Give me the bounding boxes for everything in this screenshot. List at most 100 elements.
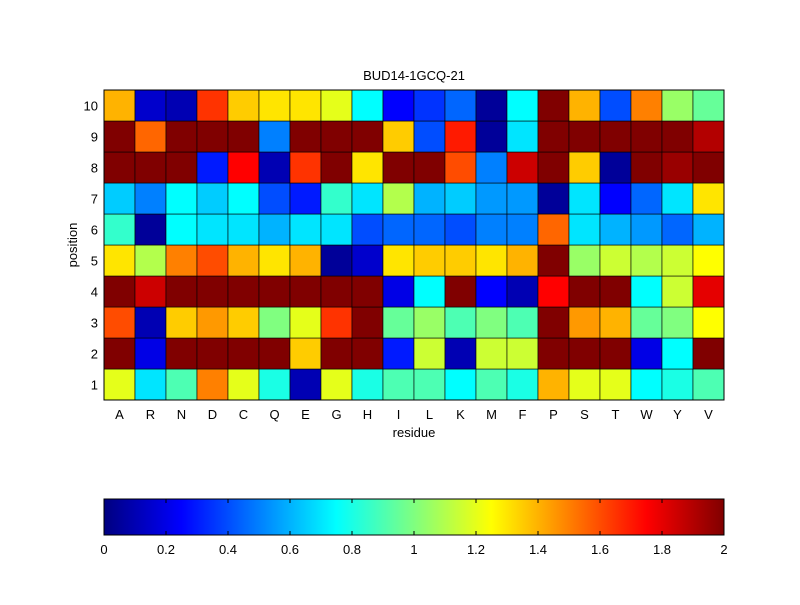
heatmap-cell-Q-3 — [258, 306, 291, 339]
heatmap-cell-N-7 — [165, 182, 198, 215]
y-tick-label: 9 — [91, 130, 98, 145]
heatmap-cell-V-8 — [692, 151, 725, 184]
heatmap-cell-Q-10 — [258, 89, 291, 122]
heatmap-cell-Y-6 — [661, 213, 694, 246]
heatmap-cell-L-8 — [413, 151, 446, 184]
heatmap-cell-Q-1 — [258, 368, 291, 401]
heatmap-cell-D-7 — [196, 182, 229, 215]
heatmap-cell-A-7 — [103, 182, 136, 215]
heatmap-cell-Y-10 — [661, 89, 694, 122]
heatmap-cell-C-9 — [227, 120, 260, 153]
y-tick-labels: 1 2 3 4 5 6 7 8 9 10 — [84, 99, 98, 393]
heatmap-cell-T-5 — [599, 244, 632, 277]
heatmap-cell-E-7 — [289, 182, 322, 215]
heatmap-cell-N-8 — [165, 151, 198, 184]
heatmap-cell-I-7 — [382, 182, 415, 215]
y-tick-label: 8 — [91, 161, 98, 176]
heatmap-cell-N-4 — [165, 275, 198, 308]
heatmap-cell-W-7 — [630, 182, 663, 215]
x-tick-label: D — [208, 407, 217, 422]
heatmap-cell-T-7 — [599, 182, 632, 215]
heatmap-cell-S-10 — [568, 89, 601, 122]
heatmap-cell-I-10 — [382, 89, 415, 122]
heatmap-cell-P-1 — [537, 368, 570, 401]
y-tick-label: 2 — [91, 347, 98, 362]
heatmap-cell-W-3 — [630, 306, 663, 339]
heatmap-cell-H-2 — [351, 337, 384, 370]
heatmap-cell-A-5 — [103, 244, 136, 277]
heatmap-cell-T-3 — [599, 306, 632, 339]
heatmap-cell-E-8 — [289, 151, 322, 184]
heatmap-cell-C-1 — [227, 368, 260, 401]
heatmap-cell-R-1 — [134, 368, 167, 401]
heatmap-cell-H-8 — [351, 151, 384, 184]
heatmap-cell-P-8 — [537, 151, 570, 184]
y-tick-label: 1 — [91, 378, 98, 393]
heatmap-cell-R-7 — [134, 182, 167, 215]
heatmap-cell-T-8 — [599, 151, 632, 184]
heatmap-cell-H-6 — [351, 213, 384, 246]
x-tick-label: P — [549, 407, 558, 422]
heatmap-cell-G-6 — [320, 213, 353, 246]
heatmap-cell-N-1 — [165, 368, 198, 401]
heatmap-cell-C-6 — [227, 213, 260, 246]
heatmap-cell-S-8 — [568, 151, 601, 184]
heatmap-cell-W-2 — [630, 337, 663, 370]
heatmap-cell-G-1 — [320, 368, 353, 401]
heatmap-cell-M-3 — [475, 306, 508, 339]
heatmap-cell-S-1 — [568, 368, 601, 401]
heatmap-cell-G-4 — [320, 275, 353, 308]
heatmap-cell-G-8 — [320, 151, 353, 184]
heatmap-cell-R-9 — [134, 120, 167, 153]
heatmap-cell-P-6 — [537, 213, 570, 246]
heatmap-cell-T-4 — [599, 275, 632, 308]
x-tick-label: L — [426, 407, 433, 422]
heatmap-cell-G-10 — [320, 89, 353, 122]
heatmap-cell-K-1 — [444, 368, 477, 401]
heatmap-cell-P-7 — [537, 182, 570, 215]
heatmap-cell-P-4 — [537, 275, 570, 308]
heatmap-cell-Y-3 — [661, 306, 694, 339]
heatmap-cell-G-3 — [320, 306, 353, 339]
heatmap-cell-V-10 — [692, 89, 725, 122]
heatmap-cell-L-2 — [413, 337, 446, 370]
heatmap-cell-C-5 — [227, 244, 260, 277]
heatmap-cell-F-5 — [506, 244, 539, 277]
heatmap-cell-T-10 — [599, 89, 632, 122]
heatmap-cell-D-1 — [196, 368, 229, 401]
colorbar-tick-label: 1.8 — [653, 542, 671, 557]
colorbar-tick-label: 0.8 — [343, 542, 361, 557]
heatmap-cell-Q-8 — [258, 151, 291, 184]
heatmap-cell-N-3 — [165, 306, 198, 339]
heatmap-cell-L-10 — [413, 89, 446, 122]
x-tick-label: H — [363, 407, 372, 422]
heatmap-cell-A-9 — [103, 120, 136, 153]
x-tick-label: I — [397, 407, 401, 422]
heatmap-cell-N-9 — [165, 120, 198, 153]
x-axis-label: residue — [393, 425, 436, 440]
heatmap-cell-V-2 — [692, 337, 725, 370]
heatmap-cell-Y-8 — [661, 151, 694, 184]
heatmap-cell-N-2 — [165, 337, 198, 370]
y-tick-label: 4 — [91, 285, 98, 300]
heatmap-cell-C-2 — [227, 337, 260, 370]
heatmap-cell-S-6 — [568, 213, 601, 246]
heatmap-cell-E-3 — [289, 306, 322, 339]
heatmap-cell-M-10 — [475, 89, 508, 122]
heatmap-cell-E-9 — [289, 120, 322, 153]
heatmap-cell-P-10 — [537, 89, 570, 122]
heatmap-cell-P-9 — [537, 120, 570, 153]
heatmap-cell-G-9 — [320, 120, 353, 153]
heatmap-cell-Q-2 — [258, 337, 291, 370]
heatmap-cell-I-5 — [382, 244, 415, 277]
heatmap-cell-H-3 — [351, 306, 384, 339]
heatmap-cell-S-2 — [568, 337, 601, 370]
plot-frame — [103, 89, 725, 401]
y-tick-label: 7 — [91, 192, 98, 207]
heatmap-cell-C-7 — [227, 182, 260, 215]
x-tick-label: N — [177, 407, 186, 422]
colorbar-tick-label: 0.6 — [281, 542, 299, 557]
heatmap-cell-T-9 — [599, 120, 632, 153]
